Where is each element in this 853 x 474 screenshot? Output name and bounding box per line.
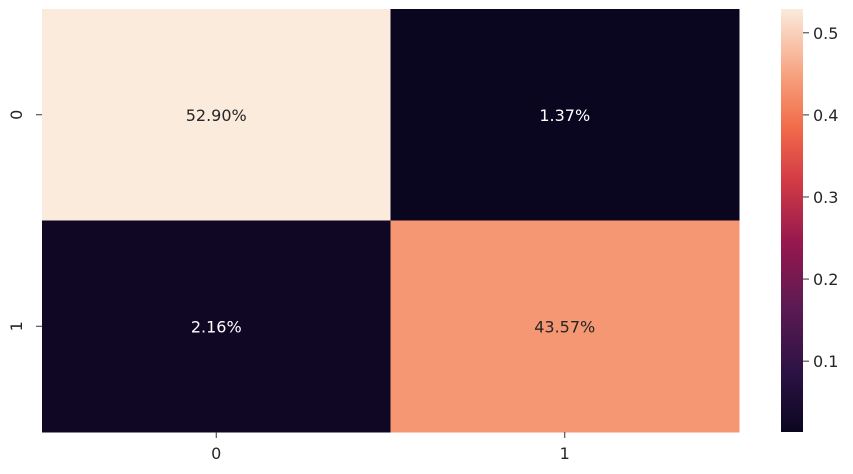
heatmap-cell-0-0 [42,9,391,221]
y-tick-label-1: 1 [7,321,26,331]
cell-annotations: 52.90% 1.37% 2.16% 43.57% [186,106,596,337]
cell-label-1-1: 43.57% [534,317,595,336]
heatmap-cell-0-1 [390,9,740,221]
colorbar: 0.1 0.2 0.3 0.4 0.5 [781,9,838,432]
cell-label-1-0: 2.16% [191,317,242,336]
x-tick-label-1: 1 [560,444,570,463]
cell-label-0-0: 52.90% [186,106,247,125]
colorbar-tick-label-2: 0.3 [813,188,838,207]
heatmap-cell-1-1 [390,220,740,433]
colorbar-tick-label-0: 0.1 [813,352,838,371]
cell-label-0-1: 1.37% [539,106,590,125]
colorbar-tick-label-3: 0.4 [813,106,838,125]
colorbar-tick-label-1: 0.2 [813,270,838,289]
heatmap-cell-1-0 [42,220,391,433]
x-tick-label-0: 0 [211,444,221,463]
y-tick-label-0: 0 [7,110,26,120]
colorbar-tick-label-4: 0.5 [813,24,838,43]
colorbar-gradient [781,9,803,432]
y-axis: 01 [7,110,42,331]
heatmap-cells [42,9,740,433]
